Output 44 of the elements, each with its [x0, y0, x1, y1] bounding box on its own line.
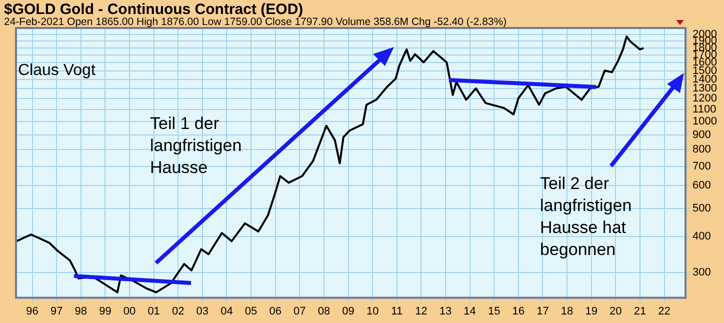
x-tick-label: 17	[536, 305, 549, 318]
x-tick-label: 20	[610, 305, 622, 318]
y-tick-label: 700	[692, 160, 711, 172]
x-tick-label: 02	[172, 305, 184, 318]
y-tick-label: 300	[692, 266, 711, 278]
y-tick-label: 1000	[692, 116, 718, 128]
x-tick-label: 21	[634, 305, 646, 318]
x-tick-label: 18	[560, 305, 574, 318]
y-tick-label: 1200	[692, 92, 718, 105]
chart-subtitle: 24-Feb-2021 Open 1865.00 High 1876.00 Low 1759.00 Close 1797.90 Volume 358.6M Chg -52.40 (-2.83%)	[4, 16, 508, 28]
x-tick-label: 03	[196, 305, 209, 318]
x-tick-label: 01	[148, 305, 160, 318]
x-tick-label: 08	[318, 305, 330, 318]
x-tick-label: 97	[50, 305, 63, 318]
x-tick-label: 14	[464, 305, 476, 318]
x-tick-label: 16	[512, 305, 525, 318]
annotation: Claus Vogt	[18, 61, 96, 81]
x-tick-label: 13	[439, 305, 452, 318]
x-tick-label: 05	[244, 305, 258, 318]
x-tick-label: 22	[658, 305, 670, 318]
y-tick-label: 400	[692, 230, 711, 242]
chart-title: $GOLD Gold - Continuous Contract (EOD)	[4, 1, 304, 18]
x-tick-label: 07	[294, 305, 306, 318]
x-tick-label: 96	[26, 305, 38, 318]
annotation: Teil 2 der langfristigen Hausse hat begonnen	[540, 173, 633, 261]
y-tick-label: 1300	[692, 82, 718, 95]
x-tick-label: 10	[366, 305, 379, 318]
y-tick-label: 1400	[692, 73, 718, 86]
y-tick-label: 900	[692, 128, 711, 141]
annotation: Teil 1 der langfristigen Hausse	[150, 113, 243, 179]
x-tick-label: 09	[342, 305, 354, 318]
x-tick-label: 15	[488, 305, 500, 318]
y-tick-label: 600	[692, 180, 711, 192]
x-tick-label: 19	[585, 305, 598, 318]
x-tick-label: 00	[123, 305, 136, 318]
y-tick-label: 500	[692, 202, 711, 214]
x-tick-label: 12	[415, 305, 428, 318]
x-tick-label: 11	[391, 305, 403, 318]
y-tick-label: 800	[692, 144, 711, 156]
x-tick-label: 99	[99, 305, 112, 318]
x-tick-label: 04	[220, 305, 233, 318]
y-tick-label: 1100	[692, 104, 716, 116]
x-tick-label: 06	[269, 305, 282, 318]
x-tick-label: 98	[74, 305, 88, 318]
